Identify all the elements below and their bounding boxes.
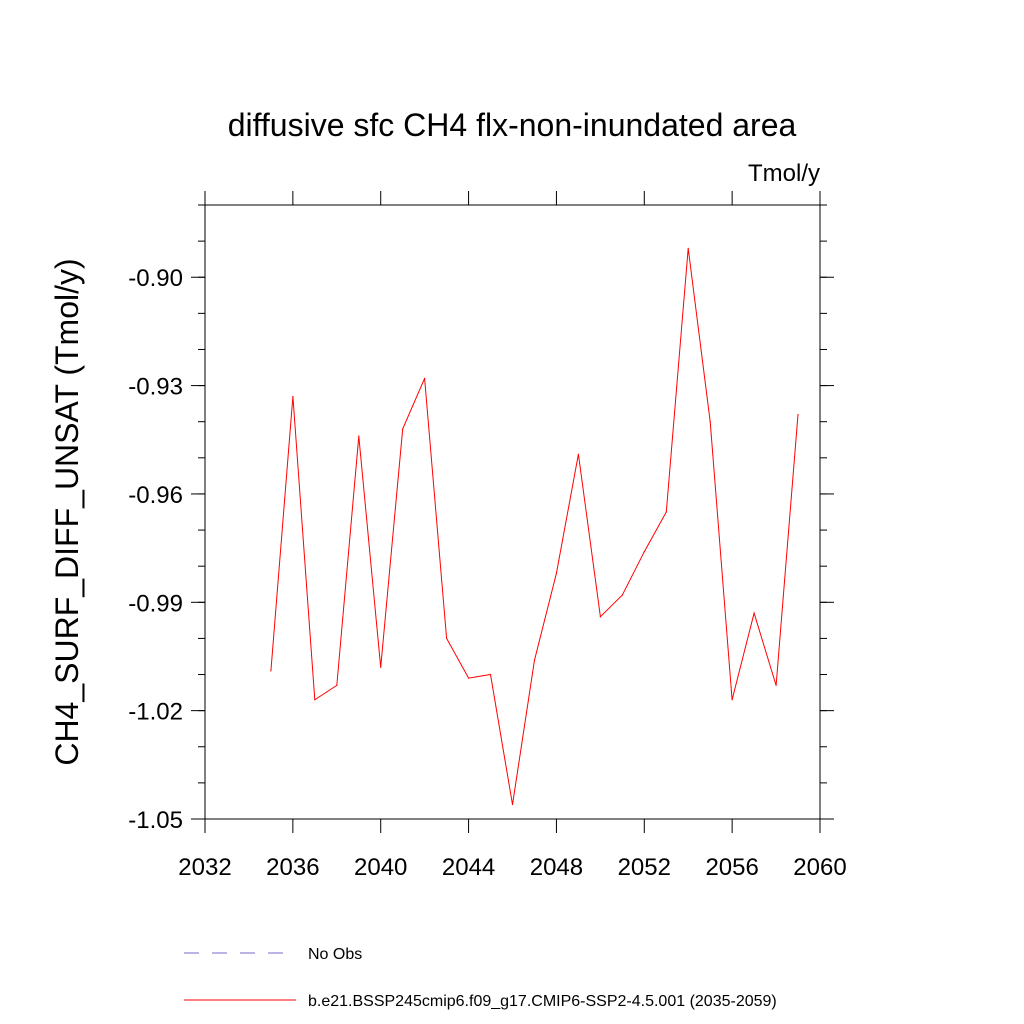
data-point <box>314 699 316 701</box>
data-point <box>467 677 470 679</box>
data-point <box>687 247 689 249</box>
data-point <box>665 511 667 513</box>
axis-ticks <box>191 191 834 833</box>
data-point <box>424 377 426 379</box>
data-point <box>797 413 799 416</box>
data-point <box>753 612 755 614</box>
data-point <box>402 428 404 430</box>
x-tick-label: 2036 <box>266 854 319 881</box>
legend-label-model: b.e21.BSSP245cmip6.f09_g17.CMIP6-SSP2-4.… <box>308 993 777 1010</box>
data-point <box>489 673 492 676</box>
x-axis-tick-labels: 2032 2036 2040 2044 2048 2052 2056 2060 <box>178 854 846 881</box>
data-point <box>599 616 601 618</box>
y-tick-label: -0.96 <box>128 482 183 509</box>
data-point <box>358 435 360 437</box>
y-tick-label: -0.99 <box>128 590 183 617</box>
data-point <box>336 684 338 686</box>
x-tick-label: 2044 <box>442 854 495 881</box>
data-point <box>577 453 579 455</box>
data-point <box>511 803 514 806</box>
data-point <box>270 670 272 672</box>
chart-title: diffusive sfc CH4 flx-non-inundated area <box>228 107 797 143</box>
data-point <box>380 666 382 668</box>
data-point <box>731 699 733 701</box>
series-layer <box>270 247 799 806</box>
x-tick-label: 2040 <box>354 854 407 881</box>
data-point <box>292 395 294 398</box>
y-tick-label: -1.05 <box>128 807 183 834</box>
units-label: Tmol/y <box>748 160 820 187</box>
data-point <box>621 594 623 596</box>
y-tick-label: -1.02 <box>128 699 183 726</box>
legend-label-no-obs: No Obs <box>308 946 362 963</box>
x-tick-label: 2056 <box>705 854 758 881</box>
y-axis-tick-labels: -0.90 -0.93 -0.96 -0.99 -1.02 -1.05 <box>128 265 183 834</box>
x-tick-label: 2048 <box>530 854 583 881</box>
data-point <box>775 684 777 686</box>
x-tick-label: 2060 <box>793 854 846 881</box>
data-point <box>555 572 558 575</box>
y-axis-label: CH4_SURF_DIFF_UNSAT (Tmol/y) <box>49 258 85 765</box>
data-point <box>446 637 448 640</box>
data-point <box>533 659 536 661</box>
y-tick-label: -0.90 <box>128 265 183 292</box>
y-tick-label: -0.93 <box>128 374 183 401</box>
data-point <box>643 551 645 553</box>
legend: No Obs b.e21.BSSP245cmip6.f09_g17.CMIP6-… <box>184 946 777 1010</box>
plot-frame <box>204 204 821 820</box>
x-tick-label: 2052 <box>618 854 671 881</box>
data-point <box>709 421 711 423</box>
x-tick-label: 2032 <box>178 854 231 881</box>
